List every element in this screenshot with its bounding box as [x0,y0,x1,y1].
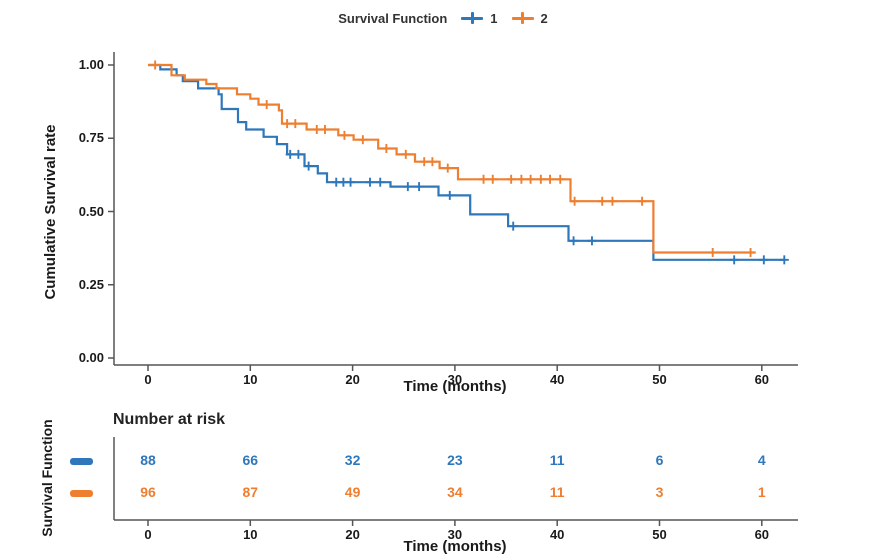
censor-plus-icon [461,11,484,25]
legend-item-label: 2 [540,10,548,26]
risk-table-title: Number at risk [113,411,226,428]
survival-curve-group1 [148,63,785,261]
risk-table-y-label: Survival Function [39,419,55,537]
legend-item-group1: 1 [461,10,498,26]
survival-curve-group2 [148,63,756,254]
censor-plus-icon [511,11,534,25]
legend-title: Survival Function [338,10,448,26]
group1-dash-icon [70,458,93,465]
risk-x-axis-title: Time (months) [403,538,507,555]
group2-dash-icon [70,490,93,497]
legend: Survival Function 1 2 [0,8,886,28]
legend-item-label: 1 [490,10,498,26]
y-axis-title: Cumulative Survival rate [42,124,59,300]
legend-item-group2: 2 [511,10,548,26]
x-axis-title: Time (months) [403,378,507,395]
